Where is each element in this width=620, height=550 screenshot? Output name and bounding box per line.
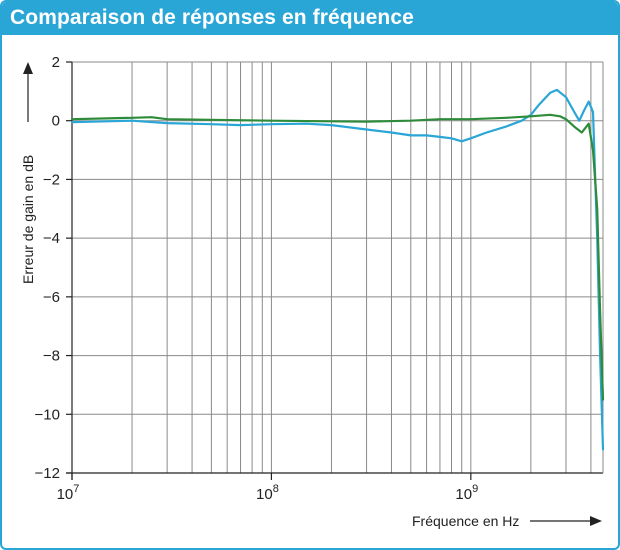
x-axis-label: Fréquence en Hz [412,513,519,529]
y-tick-label: 0 [52,113,60,130]
y-tick-label: −2 [43,171,60,188]
y-tick-label: 2 [52,54,60,71]
x-axis-arrow-head [590,516,602,526]
x-tick-label: 107 [57,483,80,503]
chart-title: Comparaison de réponses en fréquence [10,6,414,29]
y-tick-label: −6 [43,289,60,306]
y-tick-label: −8 [43,348,60,365]
series-line-1 [70,88,605,451]
y-tick-label: −4 [43,230,60,247]
x-tick-label: 109 [455,483,478,503]
y-axis-arrow-head [23,62,33,74]
y-tick-label: −10 [35,406,60,423]
x-tick-label: 108 [256,483,279,503]
series-line-2 [70,113,605,401]
y-axis-label: Erreur de gain en dB [20,155,36,284]
title-bar: Comparaison de réponses en fréquence [2,2,618,35]
y-tick-label: −12 [35,465,60,482]
